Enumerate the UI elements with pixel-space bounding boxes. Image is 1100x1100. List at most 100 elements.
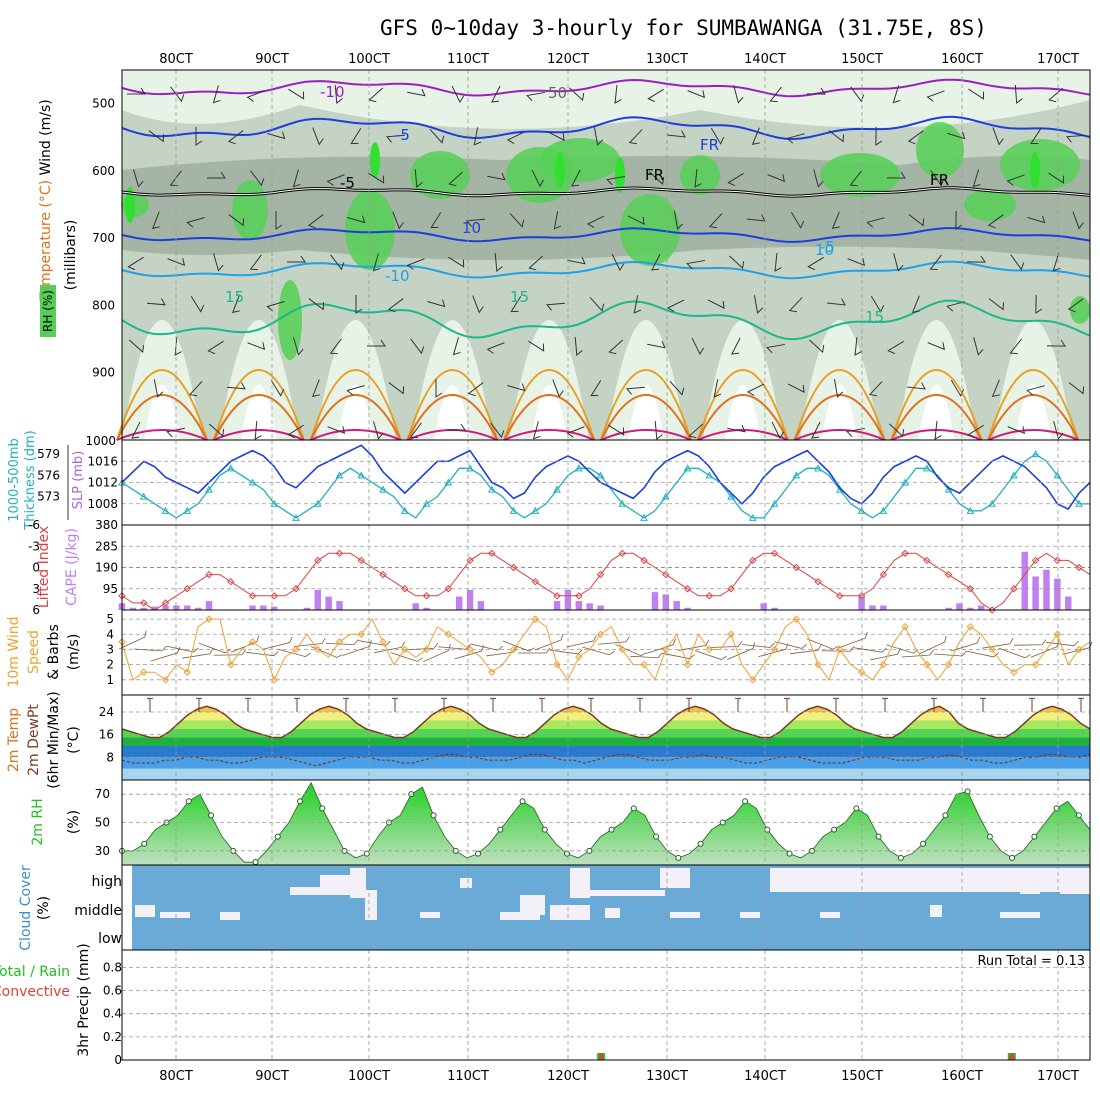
wind-barb xyxy=(507,383,526,392)
li-point-34 xyxy=(488,549,496,558)
wind-point-30 xyxy=(444,630,452,638)
wind-barb xyxy=(769,86,782,103)
precip-tick-3: 0.6 xyxy=(103,984,122,998)
temp-minmax-bar-15 xyxy=(882,697,888,712)
chart-title: GFS 0~10day 3-hourly for SUMBAWANGA (31.… xyxy=(380,16,987,40)
wind-barb xyxy=(448,256,465,268)
bottom-x-tick-2: 100CT xyxy=(348,1069,390,1084)
wind-barb xyxy=(1066,134,1086,143)
wind-barb xyxy=(854,336,862,356)
wind-barb xyxy=(731,337,741,355)
pressure-tick-1: 600 xyxy=(92,164,115,178)
contour-label-3: FR xyxy=(645,166,664,184)
wind-barb xyxy=(466,218,486,227)
thickness-point-36 xyxy=(509,506,518,514)
wind-barb xyxy=(886,171,906,179)
wind-barb xyxy=(270,380,285,397)
cape-bar-44 xyxy=(597,605,604,610)
rh-humid-cell-10 xyxy=(1000,139,1080,191)
wind-barb xyxy=(247,342,266,351)
cape-bar-31 xyxy=(455,596,463,610)
thickness-point-78 xyxy=(966,506,975,514)
surface-wind-barb xyxy=(230,635,260,653)
wind-barb xyxy=(410,338,425,355)
wind-barb xyxy=(227,130,244,145)
surface-wind-barb xyxy=(278,648,311,658)
wind-barb xyxy=(308,298,325,311)
rh-humid-cell-7 xyxy=(680,155,720,195)
wind-barb xyxy=(131,421,141,439)
temp-contour-freezing-inner xyxy=(121,187,1091,197)
slp-bottom-tick: 1000 xyxy=(85,434,116,448)
wind-barb xyxy=(727,424,746,433)
wind-point-22 xyxy=(357,630,365,638)
wind-barb xyxy=(452,337,461,356)
surface-wind-barb xyxy=(678,639,710,651)
wind-point-48 xyxy=(640,660,648,669)
li-point-82 xyxy=(1010,585,1018,593)
cape-bar-17 xyxy=(303,607,311,610)
surface-wind-barb xyxy=(806,638,839,650)
li-point-18 xyxy=(314,556,322,565)
wind-barb xyxy=(494,252,503,272)
thickness-point-20 xyxy=(335,471,344,479)
rh-very-dry-column-1 xyxy=(240,385,277,440)
rh-tick-1: 50 xyxy=(95,816,110,830)
wind-barb xyxy=(911,295,920,314)
surface-wind-barb xyxy=(774,641,807,649)
upper-air-ylabel: Temperature (°C) Wind (m/s) xyxy=(38,99,54,302)
wind-barb xyxy=(1068,382,1085,395)
temp-minmax-bar-12 xyxy=(735,697,741,712)
thickness-point-48 xyxy=(640,513,648,521)
rh-point-36 xyxy=(519,798,526,805)
rh-very-dry-column-8 xyxy=(918,385,955,440)
wind-barb xyxy=(186,217,205,228)
li-point-42 xyxy=(575,592,583,600)
contour-label-12: 10 xyxy=(815,241,834,259)
cloud-gap-14 xyxy=(420,912,440,918)
li-point-54 xyxy=(705,592,714,600)
contour-label-9: 15 xyxy=(225,288,244,306)
wind-barb xyxy=(467,382,484,397)
rh-dry-column-3 xyxy=(412,320,493,440)
li-tick-0: -6 xyxy=(28,518,40,532)
surface-wind-barb xyxy=(646,638,676,654)
cloud-tick-1: middle xyxy=(74,903,122,919)
cloud-gap-5 xyxy=(585,890,665,896)
wind-barb xyxy=(1026,385,1045,396)
cloud-gap-21 xyxy=(820,912,840,918)
rh-point-14 xyxy=(274,833,281,840)
wind-point-74 xyxy=(923,660,931,669)
wind-point-36 xyxy=(509,645,518,654)
cape-bar-84 xyxy=(1032,576,1039,610)
wind-barb xyxy=(569,87,585,102)
wind-barb xyxy=(691,337,705,356)
thickness-point-6 xyxy=(183,506,192,514)
slp-ylabel: SLP (mb) xyxy=(71,451,86,510)
wind-barb xyxy=(651,253,661,271)
wind-barb xyxy=(1027,215,1046,224)
wind-barb xyxy=(608,424,625,436)
temp-color-bands xyxy=(122,706,1090,780)
li-point-28 xyxy=(422,592,431,600)
wind-barb xyxy=(972,169,981,188)
rh-very-dry-column-5 xyxy=(628,385,664,440)
thickness-tick-0: 579 xyxy=(37,447,60,461)
wind-barb xyxy=(850,86,865,103)
temp-minmax-bar-14 xyxy=(833,697,839,712)
thickness-point-64 xyxy=(814,464,822,472)
rh-dry-column-6 xyxy=(702,320,783,440)
temp-minmax-bar-13 xyxy=(784,697,790,712)
contour-label-8: -10 xyxy=(385,267,410,285)
lifted-index-line xyxy=(121,552,1091,611)
pressure-ylabel: (millibars) xyxy=(63,220,79,291)
wind-point-58 xyxy=(749,676,757,684)
rh-point-70 xyxy=(897,854,904,861)
surface-wind-barb xyxy=(325,639,359,645)
wind-point-38 xyxy=(531,615,540,623)
rh-humid-cell-8 xyxy=(820,153,900,197)
wind-barb xyxy=(311,379,320,398)
surface-wind-barb xyxy=(982,638,1014,649)
wind-barb xyxy=(849,170,862,187)
wind-point-24 xyxy=(379,638,387,646)
